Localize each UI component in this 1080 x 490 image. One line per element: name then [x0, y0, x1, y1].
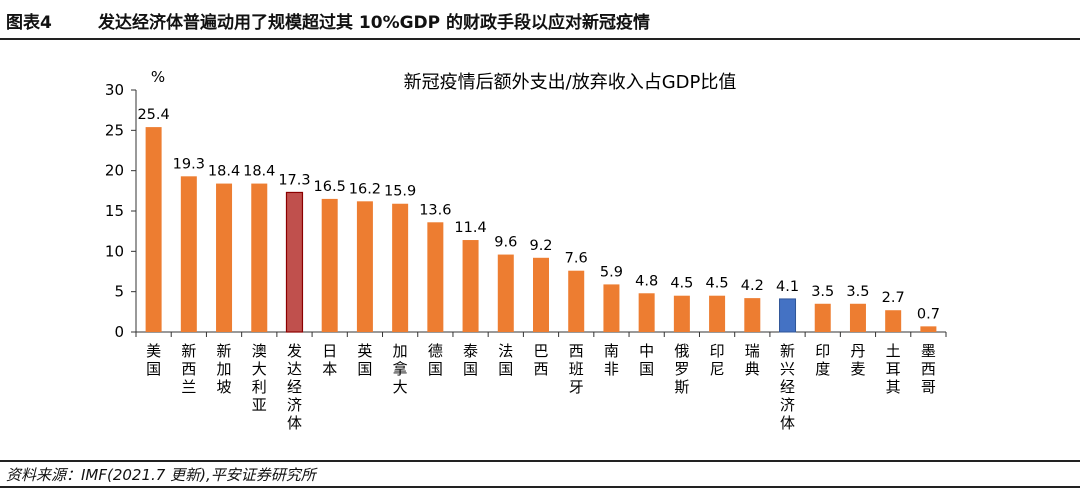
bar-value-label: 15.9: [384, 184, 416, 200]
bar-value-label: 3.5: [846, 284, 869, 300]
x-tick-label: 美国: [146, 342, 161, 378]
y-axis-unit: %: [151, 68, 165, 86]
footer-rule-bottom: [0, 486, 1080, 488]
bar: [392, 203, 409, 332]
bar-value-label: 19.3: [173, 156, 205, 172]
bar-chart: 新冠疫情后额外支出/放弃收入占GDP比值 % 0 5 10 15 20 25 30 25.4…: [105, 68, 947, 432]
figure-number: 图表4: [6, 13, 52, 33]
bar-value-label: 16.2: [349, 181, 381, 197]
bar-value-label: 18.4: [208, 164, 240, 180]
y-tick-label: 10: [105, 242, 124, 260]
header-rule: [0, 38, 1080, 40]
bar: [849, 303, 866, 332]
bar: [709, 295, 726, 332]
y-tick-label: 20: [105, 162, 124, 180]
figure-title: 发达经济体普遍动用了规模超过其 10%GDP 的财政手段以应对新冠疫情: [98, 13, 651, 33]
x-tick-label: 印尼: [710, 342, 725, 378]
x-tick-label: 土耳其: [886, 342, 901, 396]
x-tick-label: 南非: [604, 342, 619, 378]
bar: [180, 176, 197, 332]
bar: [251, 183, 268, 332]
y-tick-label: 15: [105, 202, 124, 220]
bar-value-label: 25.4: [137, 107, 169, 123]
bar: [814, 303, 831, 332]
bar: [673, 295, 690, 332]
bar: [568, 270, 585, 332]
bar-value-label: 4.5: [670, 276, 693, 292]
x-tick-label: 新西兰: [181, 342, 196, 396]
bar: [638, 293, 655, 332]
bar: [885, 310, 902, 332]
x-tick-label: 西班牙: [569, 342, 584, 396]
bar-value-label: 2.7: [882, 290, 905, 306]
bar-series: [145, 127, 937, 333]
bar-value-label: 4.5: [706, 276, 729, 292]
figure-header: 图表4 发达经济体普遍动用了规模超过其 10%GDP 的财政手段以应对新冠疫情: [0, 0, 1080, 40]
bar: [145, 127, 162, 333]
y-tick-label: 25: [105, 121, 124, 139]
bar-value-label: 0.7: [917, 306, 940, 322]
bar-value-label: 5.9: [600, 264, 623, 280]
y-tick-label: 0: [114, 323, 124, 341]
x-tick-label: 法国: [498, 342, 513, 378]
x-tick-label: 加拿大: [393, 342, 408, 396]
bar: [603, 284, 620, 332]
bar: [533, 257, 549, 332]
bar: [356, 201, 373, 332]
x-tick-label: 英国: [357, 342, 372, 378]
x-tick-label: 泰国: [463, 342, 478, 378]
x-tick-label: 新兴经济体: [780, 342, 795, 432]
bar-value-label: 9.6: [494, 235, 517, 251]
x-tick-label: 发达经济体: [287, 342, 302, 432]
y-tick-label: 5: [114, 283, 124, 301]
bar-value-label: 13.6: [419, 202, 451, 218]
bar-value-label: 16.5: [314, 179, 346, 195]
x-tick-label: 墨西哥: [921, 342, 936, 396]
bar-value-label: 11.4: [454, 220, 486, 236]
x-tick-label: 新加坡: [217, 342, 232, 396]
bar-value-label: 4.8: [635, 273, 658, 289]
x-tick-label: 德国: [428, 342, 443, 378]
bar: [779, 298, 797, 333]
y-tick-label: 30: [105, 81, 124, 99]
x-tick-label: 中国: [639, 342, 654, 378]
x-tick-label: 澳大利亚: [252, 342, 267, 414]
bar-value-label: 7.6: [565, 251, 588, 267]
bar-value-label: 17.3: [278, 172, 310, 188]
x-tick-label: 日本: [322, 342, 337, 378]
bar-value-label: 4.2: [741, 278, 764, 294]
bar-value-label: 4.1: [776, 279, 799, 295]
bar: [920, 326, 937, 332]
bar: [497, 254, 514, 332]
bar: [744, 298, 761, 332]
source-note: 资料来源：IMF(2021.7 更新),平安证券研究所: [6, 466, 316, 484]
bar-value-label: 18.4: [243, 164, 275, 180]
bar: [285, 191, 304, 333]
x-tick-label: 瑞典: [745, 342, 760, 378]
bar-value-label: 9.2: [529, 238, 552, 254]
x-tick-label: 俄罗斯: [674, 342, 689, 396]
value-labels: 25.419.3 18.4 18.417.3 16.5 16.2 15.913.611.4…: [137, 107, 939, 322]
bar: [427, 222, 444, 332]
footer-rule-top: [0, 460, 1080, 462]
x-tick-label: 丹麦: [850, 342, 865, 378]
x-tick-label: 巴西: [533, 342, 548, 378]
chart-title: 新冠疫情后额外支出/放弃收入占GDP比值: [404, 72, 737, 93]
bar: [321, 198, 338, 332]
bar: [462, 240, 479, 332]
x-tick-label: 印度: [815, 342, 830, 378]
bar: [216, 183, 233, 332]
bar-value-label: 3.5: [811, 284, 834, 300]
